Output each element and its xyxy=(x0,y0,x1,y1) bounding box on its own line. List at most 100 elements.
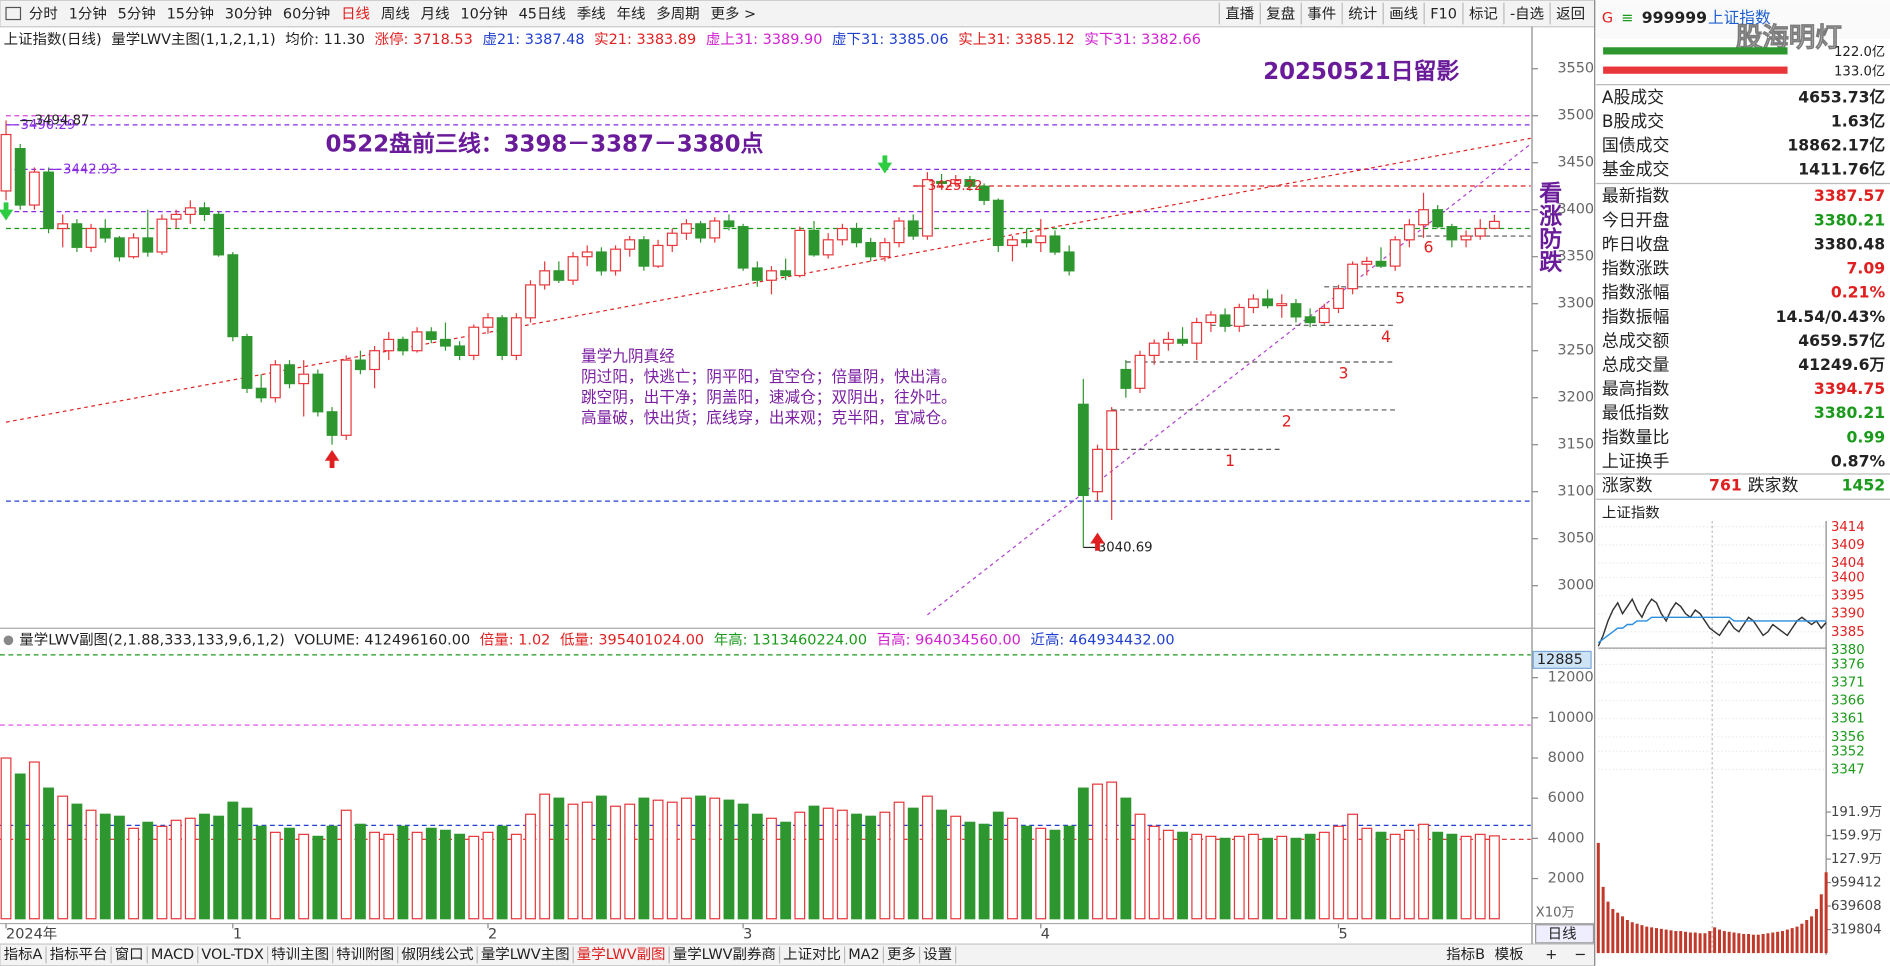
volume-bar xyxy=(610,805,621,920)
period-tab[interactable]: 分时 xyxy=(29,6,58,23)
volume-bar xyxy=(43,787,54,920)
y-tick-label: 3366 xyxy=(1831,694,1865,709)
y-tick-label: 3380 xyxy=(1831,643,1865,658)
template-tab[interactable]: 指标B xyxy=(1446,946,1485,963)
period-tab[interactable]: 年线 xyxy=(616,6,645,23)
template-tab[interactable]: 模板 xyxy=(1495,945,1524,963)
stat-label: 总成交额 xyxy=(1602,330,1670,350)
volume-bar xyxy=(808,805,820,920)
candle-body xyxy=(1389,239,1401,267)
tool-button[interactable]: -自选 xyxy=(1510,6,1544,23)
tool-button[interactable]: 直播 xyxy=(1225,6,1254,23)
period-tab[interactable]: 日线 xyxy=(341,6,370,23)
indicator-tab[interactable]: 俶阴线公式 xyxy=(401,946,473,963)
period-tab[interactable]: 10分钟 xyxy=(460,6,507,23)
plan-note: 0522盘前三线：3398－3387－3380点 xyxy=(325,130,763,157)
indicator-tab[interactable]: 上证对比 xyxy=(783,946,841,963)
indicator-tab[interactable]: 窗口 xyxy=(115,945,144,963)
period-tab[interactable]: 30分钟 xyxy=(225,6,272,23)
tool-button[interactable]: 事件 xyxy=(1307,6,1336,23)
period-tab[interactable]: 60分钟 xyxy=(283,6,330,23)
volume-bar xyxy=(893,801,905,920)
volume-bar xyxy=(1333,825,1344,920)
period-tab[interactable]: 15分钟 xyxy=(167,6,214,23)
candle-body xyxy=(1049,235,1061,253)
candle-body xyxy=(1304,316,1316,324)
candle-body xyxy=(156,218,168,253)
candle-body xyxy=(525,284,536,319)
period-tab[interactable]: 45日线 xyxy=(519,6,566,23)
candle-body xyxy=(128,237,140,258)
volume-bar xyxy=(71,803,83,920)
indicator-tab[interactable]: VOL-TDX xyxy=(201,947,264,963)
period-label[interactable]: 日线 xyxy=(1548,925,1577,942)
x-tick-label: 5 xyxy=(1338,926,1347,942)
stat-value: 0.21% xyxy=(1831,283,1886,302)
volume-bar xyxy=(482,831,494,920)
indicator-tab[interactable]: MA2 xyxy=(848,947,880,963)
buy-bar xyxy=(1603,47,1788,55)
volume-bar xyxy=(298,833,310,920)
cursor-value: 12885 xyxy=(1537,652,1583,668)
indicator-tab[interactable]: 更多 xyxy=(887,946,916,963)
period-tab[interactable]: 5分钟 xyxy=(118,6,156,23)
candle-body xyxy=(893,220,905,244)
signal-arrow xyxy=(0,202,14,221)
volume-bar xyxy=(525,813,536,920)
period-box xyxy=(1535,924,1595,944)
volume-bar xyxy=(284,827,295,920)
period-tab[interactable]: 季线 xyxy=(577,6,606,23)
y-tick-label: 191.9万 xyxy=(1831,805,1882,820)
indicator-tab[interactable]: 特训主图 xyxy=(271,946,329,963)
candle-body xyxy=(1403,224,1415,241)
support-label: 6 xyxy=(1424,238,1434,257)
candle-body xyxy=(1205,314,1217,324)
candle-body xyxy=(553,270,565,281)
period-tab[interactable]: 周线 xyxy=(381,6,410,23)
indicator-tab[interactable]: 设置 xyxy=(923,946,952,963)
volume-info-item: 百高: 964034560.00 xyxy=(877,631,1021,648)
poem-line: 高量破，快出货；底线穿，出来观；克半阳，宜减仓。 xyxy=(581,408,957,427)
stat-label: 昨日收盘 xyxy=(1602,234,1670,254)
tool-button[interactable]: 复盘 xyxy=(1266,5,1295,23)
stat-value: 1411.76亿 xyxy=(1798,160,1885,179)
stat-value: 41249.6万 xyxy=(1798,355,1885,374)
volume-info-item: VOLUME: 412496160.00 xyxy=(294,632,470,648)
y-tick-label: 3300 xyxy=(1557,296,1594,312)
tool-button[interactable]: 标记 xyxy=(1469,6,1498,23)
tool-button[interactable]: 画线 xyxy=(1389,6,1418,23)
volume-bar xyxy=(836,809,848,920)
volume-bar xyxy=(978,823,990,920)
y-tick-label: 12000 xyxy=(1548,670,1594,686)
stat-label: 最高指数 xyxy=(1602,379,1670,399)
indicator-tab[interactable]: 特训附图 xyxy=(336,946,394,963)
indicator-tab[interactable]: 量学LWV主图 xyxy=(481,946,570,963)
window-icon xyxy=(5,6,22,21)
candle-body xyxy=(284,364,295,385)
indicator-tab[interactable]: 量学LWV副券商 xyxy=(673,946,776,963)
panel-menu[interactable]: ≡ xyxy=(1621,10,1633,26)
candle-body xyxy=(766,270,777,281)
period-tab[interactable]: 月线 xyxy=(421,6,450,23)
indicator-tab[interactable]: 指标平台 xyxy=(50,946,108,963)
zoom-button[interactable]: + xyxy=(1545,947,1557,963)
candle-body xyxy=(213,213,225,256)
tool-button[interactable]: 统计 xyxy=(1348,6,1377,23)
volume-bar xyxy=(1021,825,1033,920)
period-tab[interactable]: 更多 > xyxy=(710,6,756,23)
volume-bar xyxy=(780,821,792,920)
volume-bar xyxy=(468,835,480,920)
volume-bar xyxy=(567,803,579,920)
indicator-tab[interactable]: 量学LWV副图 xyxy=(577,946,666,963)
zoom-button[interactable]: − xyxy=(1574,947,1586,963)
indicator-tab[interactable]: MACD xyxy=(151,947,194,963)
price-label: 3425.22 xyxy=(928,179,983,194)
volume-bar xyxy=(142,821,154,920)
tool-button[interactable]: F10 xyxy=(1430,7,1457,23)
period-tab[interactable]: 多周期 xyxy=(656,6,699,23)
period-tab[interactable]: 1分钟 xyxy=(69,6,107,23)
candle-body xyxy=(1276,303,1288,307)
candle-body xyxy=(269,364,281,399)
tool-button[interactable]: 返回 xyxy=(1556,6,1585,23)
indicator-tab[interactable]: 指标A xyxy=(4,946,43,963)
